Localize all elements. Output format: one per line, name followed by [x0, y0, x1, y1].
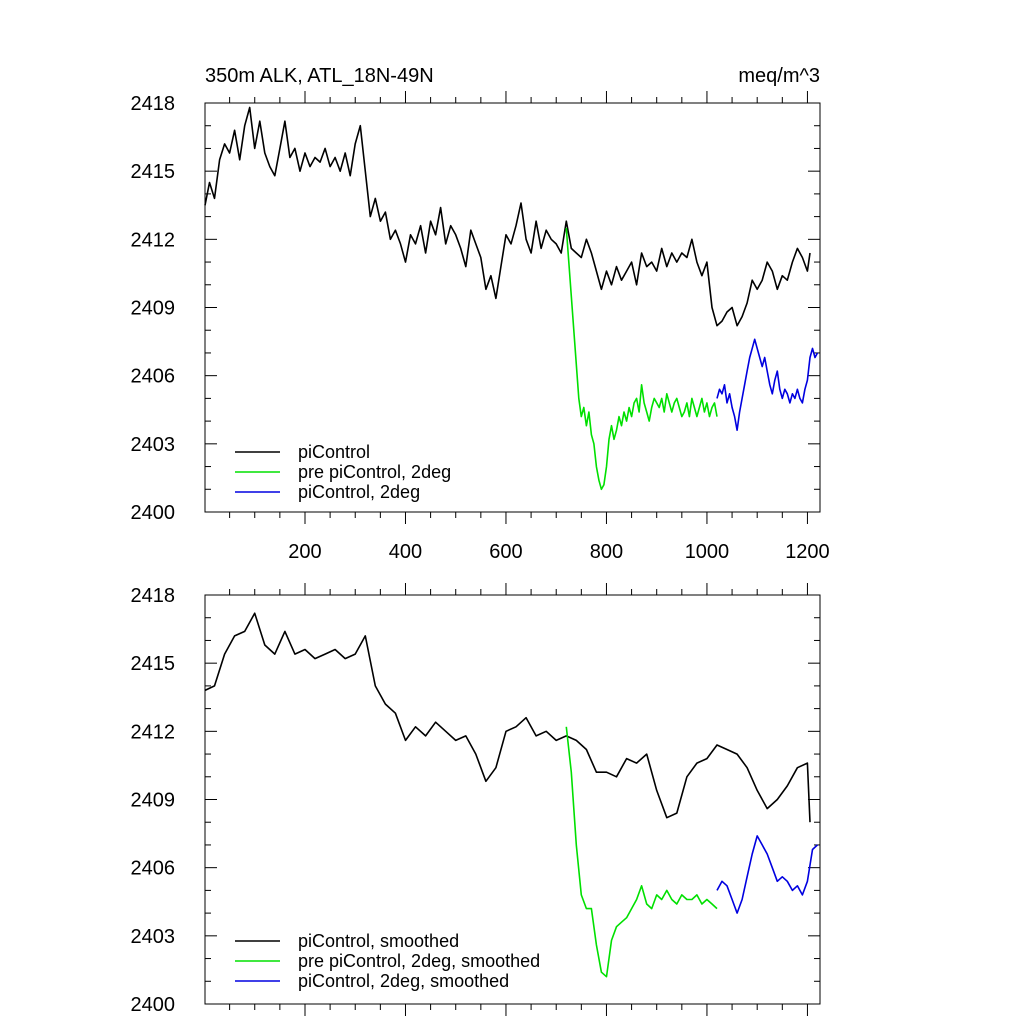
series-line-1 [204, 612, 811, 823]
panel-title-right: meq/m^3 [738, 65, 820, 87]
y-tick-label: 2409 [131, 790, 176, 812]
series-line-3 [716, 835, 819, 914]
series-line-2 [565, 227, 718, 491]
x-tick-label: 1200 [785, 541, 830, 563]
legend-label-2: pre piControl, 2deg, smoothed [298, 951, 540, 971]
y-tick-label: 2418 [131, 585, 176, 607]
legend-label-3: piControl, 2deg [298, 482, 420, 502]
x-tick-label: 400 [389, 541, 422, 563]
x-tick-label: 1000 [685, 541, 730, 563]
y-tick-label: 2406 [131, 858, 176, 880]
x-tick-label: 600 [489, 541, 522, 563]
y-tick-label: 2400 [131, 502, 176, 524]
y-tick-label: 2403 [131, 434, 176, 456]
panel-title-left: 350m ALK, ATL_18N-49N [205, 65, 434, 87]
y-tick-label: 2403 [131, 926, 176, 948]
series-line-3 [716, 338, 819, 432]
legend-label-1: piControl, smoothed [298, 931, 459, 951]
y-tick-label: 2418 [131, 93, 176, 115]
y-tick-label: 2412 [131, 721, 176, 743]
y-tick-label: 2412 [131, 229, 176, 251]
y-tick-label: 2406 [131, 366, 176, 388]
legend-label-2: pre piControl, 2deg [298, 462, 451, 482]
y-tick-label: 2409 [131, 298, 176, 320]
series-line-2 [565, 726, 718, 978]
top-panel: 350m ALK, ATL_18N-49N meq/m^3 2400 2403 24… [131, 65, 830, 563]
x-tick-label: 200 [288, 541, 321, 563]
legend-label-3: piControl, 2deg, smoothed [298, 971, 509, 991]
y-tick-label: 2415 [131, 653, 176, 675]
y-tick-label: 2400 [131, 994, 176, 1016]
y-tick-label: 2415 [131, 161, 176, 183]
legend-label-1: piControl [298, 442, 370, 462]
x-tick-label: 800 [590, 541, 623, 563]
bottom-panel: 2400 2403 2406 2409 2412 2415 2418 piControl, s… [131, 583, 821, 1016]
series-line-1 [204, 106, 811, 327]
